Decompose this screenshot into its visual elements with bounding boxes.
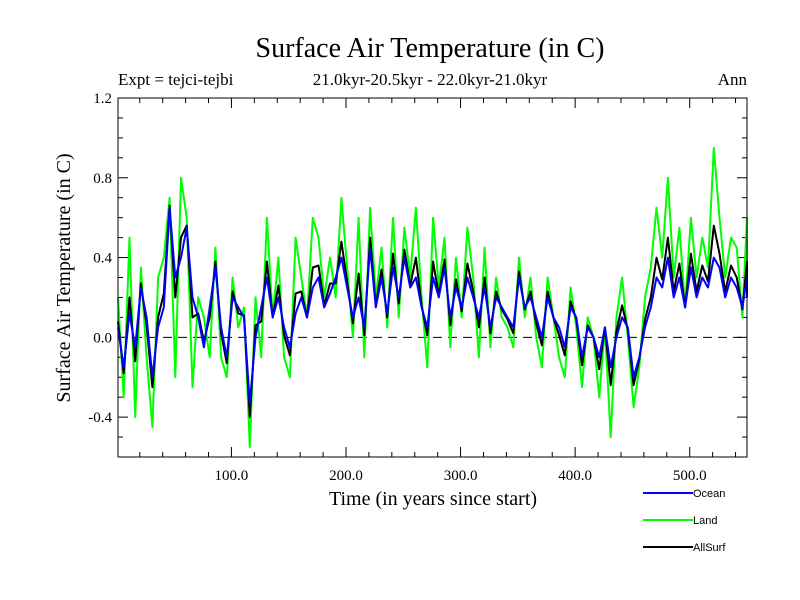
series-line-ocean [117,206,748,405]
series-line-allsurf [117,204,748,419]
legend-label-ocean: Ocean [693,488,725,500]
y-tick-label: 0.8 [93,171,112,187]
experiment-label: Expt = tejci-tejbi [118,70,234,89]
x-tick-label: 300.0 [444,468,478,484]
x-tick-label: 400.0 [558,468,592,484]
y-axis-label: Surface Air Temperature (in C) [53,153,75,402]
y-tick-label: 1.2 [93,91,112,107]
x-tick-label: 100.0 [215,468,249,484]
season-label: Ann [718,70,748,89]
axis-ticks [118,97,747,458]
series-line-land [117,146,748,448]
x-axis-label: Time (in years since start) [329,488,537,510]
y-tick-label: 0.4 [93,251,112,267]
x-tick-label: 500.0 [673,468,707,484]
chart-subtitle: 21.0kyr-20.5kyr - 22.0kyr-21.0kyr [313,70,548,89]
series-lines [117,146,748,448]
chart-title: Surface Air Temperature (in C) [256,33,605,64]
x-tick-label: 200.0 [329,468,363,484]
plot-frame [117,97,748,458]
legend: Ocean Land AllSurf [643,488,726,554]
axis-tick-labels: 100.0 200.0 300.0 400.0 500.0 -0.4 0.0 0.4 0.8 1.… [88,91,706,484]
legend-label-allsurf: AllSurf [693,542,726,554]
y-tick-label: -0.4 [88,410,112,426]
legend-label-land: Land [693,515,717,527]
y-tick-label: 0.0 [93,330,112,346]
